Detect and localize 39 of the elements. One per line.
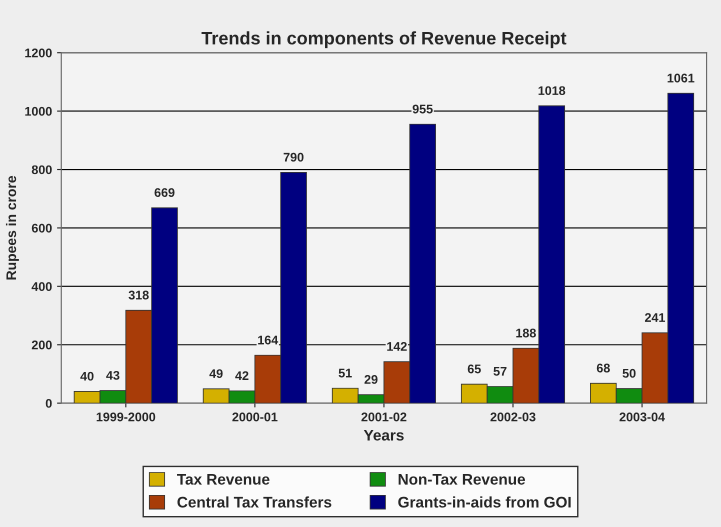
legend-label: Non-Tax Revenue [398, 474, 526, 485]
data-label: 669 [154, 188, 174, 197]
y-tick-label: 600 [32, 224, 52, 233]
data-label: 43 [106, 370, 120, 380]
legend-label: Central Tax Transfers [177, 496, 332, 508]
y-tick-label: 1200 [25, 48, 52, 58]
data-label: 68 [596, 364, 610, 372]
data-label: 40 [80, 372, 94, 381]
data-label: 1061 [668, 74, 694, 82]
legend-label: Grants-in-aids from GOI [398, 496, 571, 508]
x-axis-title: Years [364, 430, 404, 441]
data-label: 65 [468, 364, 481, 374]
y-axis-title: Rupees in crore [6, 176, 19, 280]
data-label: 51 [338, 368, 352, 378]
data-label: 790 [284, 152, 304, 162]
chart-title: Trends in components of Revenue Receipt [202, 31, 566, 48]
data-label: 42 [235, 371, 248, 380]
data-label: 318 [128, 290, 149, 300]
x-tick-label: 2002-03 [490, 412, 536, 422]
data-label: 241 [644, 313, 666, 322]
x-tick-label: 2003-04 [620, 412, 665, 422]
data-label: 57 [494, 366, 506, 376]
data-label: 29 [364, 375, 378, 384]
data-label: 188 [516, 328, 536, 338]
y-tick-label: 800 [32, 165, 52, 174]
data-label: 142 [387, 342, 407, 351]
data-label: 50 [622, 368, 636, 378]
x-tick-label: 2001-02 [361, 412, 406, 422]
y-tick-label: 0 [46, 398, 52, 408]
data-label: 955 [412, 104, 433, 114]
data-label: 49 [209, 369, 223, 378]
y-tick-label: 1000 [25, 106, 52, 116]
y-tick-label: 200 [32, 340, 52, 350]
data-label: 1018 [538, 86, 566, 96]
x-tick-label: 2000-01 [232, 412, 278, 422]
y-tick-label: 400 [32, 282, 52, 291]
x-tick-label: 1999-2000 [96, 412, 156, 422]
legend-label: Tax Revenue [177, 474, 270, 485]
data-label: 164 [258, 336, 278, 344]
